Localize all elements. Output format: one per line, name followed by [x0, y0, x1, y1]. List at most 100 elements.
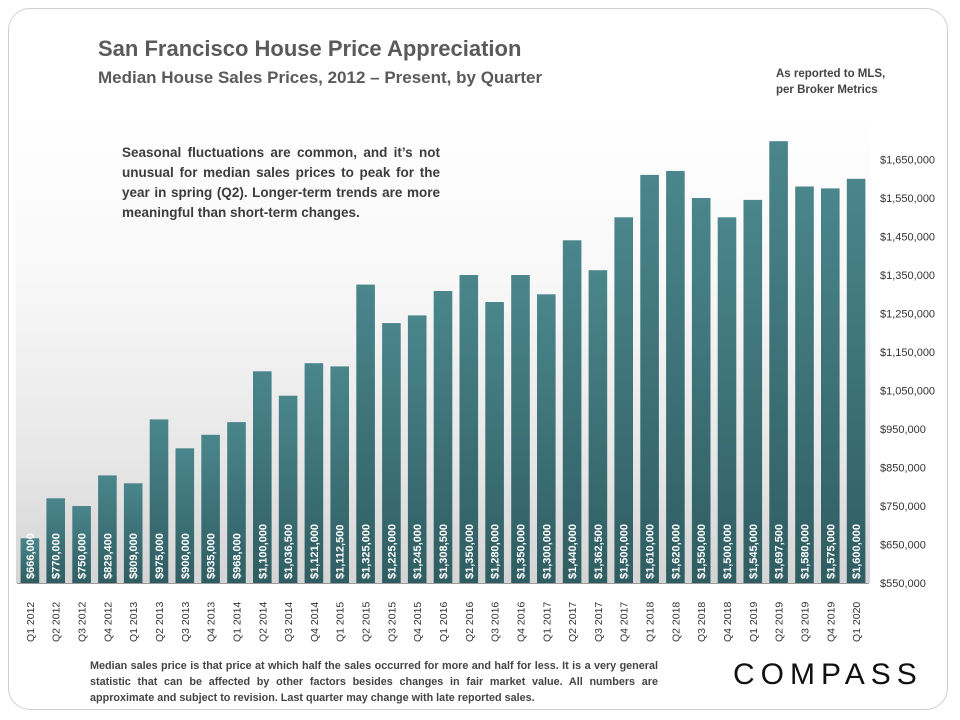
x-tick-label: Q4 2012: [102, 602, 114, 642]
x-tick-label: Q1 2015: [335, 602, 347, 642]
x-tick-label: Q3 2017: [593, 602, 605, 642]
bar-q1-2013: [123, 483, 143, 583]
bar-value-label: $1,300,000: [541, 524, 553, 579]
bar-q2-2015: [356, 284, 375, 583]
footnote-text: Median sales price is that price at whic…: [90, 660, 658, 704]
bar-q3-2015: [382, 323, 401, 583]
x-tick-label: Q3 2016: [490, 602, 502, 642]
bar-q1-2017: [537, 294, 556, 584]
bar-value-label: $1,620,000: [670, 524, 682, 579]
y-tick-label: $750,000: [880, 501, 926, 513]
bar-value-label: $1,350,000: [464, 524, 476, 579]
bar-value-label: $829,400: [102, 533, 114, 579]
x-tick-label: Q2 2018: [670, 602, 682, 642]
bar-value-label: $1,580,000: [800, 524, 812, 579]
bar-q3-2013: [175, 448, 195, 584]
x-tick-label: Q3 2012: [77, 602, 89, 642]
x-tick-label: Q2 2019: [774, 602, 786, 642]
y-tick-label: $950,000: [880, 424, 926, 436]
x-tick-label: Q1 2020: [851, 602, 863, 642]
x-tick-label: Q4 2017: [619, 602, 631, 642]
bar-q3-2012: [72, 506, 91, 583]
bar-q1-2019: [743, 199, 763, 583]
x-tick-label: Q4 2019: [825, 602, 837, 642]
bar-q1-2015: [330, 366, 349, 583]
x-tick-label: Q1 2012: [25, 602, 37, 642]
x-tick-label: Q3 2018: [696, 602, 708, 642]
y-tick-label: $1,350,000: [880, 270, 935, 282]
x-tick-label: Q1 2016: [438, 602, 450, 642]
bar-value-label: $935,000: [206, 533, 218, 579]
bar-q1-2012: [20, 538, 40, 583]
bar-value-label: $1,121,000: [309, 524, 321, 579]
bar-q3-2014: [278, 395, 298, 583]
bar-q4-2019: [821, 188, 840, 583]
bar-value-label: $1,225,000: [386, 524, 398, 579]
bar-value-label: $1,440,000: [567, 524, 579, 579]
chart-subtitle: Median House Sales Prices, 2012 – Presen…: [98, 68, 543, 87]
bar-value-label: $975,000: [154, 533, 166, 579]
bar-q2-2016: [459, 275, 479, 583]
annotation-text: Seasonal fluctuations are common, and it…: [122, 145, 440, 220]
x-tick-label: Q2 2016: [464, 602, 476, 642]
x-tick-label: Q2 2014: [257, 602, 269, 642]
bar-value-label: $1,245,000: [412, 524, 424, 579]
x-tick-label: Q2 2013: [154, 602, 166, 642]
bar-q2-2012: [46, 498, 65, 583]
y-tick-label: $1,250,000: [880, 309, 935, 321]
x-tick-label: Q4 2015: [412, 602, 424, 642]
bar-q3-2017: [588, 270, 608, 583]
bar-value-label: $1,500,000: [722, 524, 734, 579]
bar-value-label: $1,697,500: [774, 524, 786, 579]
bar-value-label: $968,000: [232, 533, 244, 579]
y-tick-label: $650,000: [880, 540, 926, 552]
bar-value-label: $1,350,000: [516, 524, 528, 579]
source-line-1: As reported to MLS,: [776, 68, 886, 80]
x-tick-label: Q2 2017: [567, 602, 579, 642]
y-tick-label: $1,150,000: [880, 347, 935, 359]
x-tick-label: Q1 2014: [232, 602, 244, 642]
bar-q4-2016: [511, 275, 530, 583]
x-tick-label: Q1 2018: [645, 602, 657, 642]
chart-title: San Francisco House Price Appreciation: [98, 36, 522, 61]
bar-q4-2014: [304, 363, 324, 583]
bar-q3-2018: [691, 198, 711, 583]
bar-q4-2017: [614, 217, 633, 584]
x-tick-label: Q3 2015: [386, 602, 398, 642]
x-tick-label: Q1 2013: [128, 602, 140, 642]
bar-value-label: $1,575,000: [825, 524, 837, 579]
bar-value-label: $1,100,000: [257, 524, 269, 579]
bar-value-label: $1,362,500: [593, 524, 605, 579]
y-tick-label: $550,000: [880, 578, 926, 590]
bar-value-label: $1,308,500: [438, 524, 450, 579]
x-tick-label: Q4 2014: [309, 602, 321, 642]
bar-q1-2018: [640, 174, 659, 583]
x-tick-label: Q4 2013: [206, 602, 218, 642]
bar-q4-2018: [717, 217, 737, 584]
bar-q1-2014: [227, 422, 246, 583]
y-tick-label: $850,000: [880, 463, 926, 475]
x-tick-label: Q2 2012: [51, 602, 63, 642]
x-tick-label: Q1 2019: [748, 602, 760, 642]
bar-value-label: $900,000: [180, 533, 192, 579]
bar-value-label: $770,000: [51, 533, 63, 579]
x-tick-label: Q4 2016: [516, 602, 528, 642]
x-tick-label: Q3 2019: [800, 602, 812, 642]
bar-value-label: $666,000: [25, 533, 37, 579]
bar-q1-2016: [433, 291, 453, 583]
bar-q4-2015: [407, 315, 427, 583]
bar-value-label: $1,500,000: [619, 524, 631, 579]
x-tick-label: Q3 2013: [180, 602, 192, 642]
y-tick-label: $1,650,000: [880, 155, 935, 167]
bar-q1-2020: [846, 178, 866, 584]
bar-value-label: $1,112,500: [335, 525, 347, 579]
bar-value-label: $1,280,000: [490, 524, 502, 579]
bar-value-label: $750,000: [77, 533, 89, 579]
bar-value-label: $1,550,000: [696, 524, 708, 579]
y-tick-label: $1,050,000: [880, 386, 935, 398]
y-tick-label: $1,450,000: [880, 232, 935, 244]
bar-value-label: $1,545,000: [748, 524, 760, 579]
source-line-2: per Broker Metrics: [776, 84, 878, 96]
bar-q2-2014: [253, 371, 272, 584]
